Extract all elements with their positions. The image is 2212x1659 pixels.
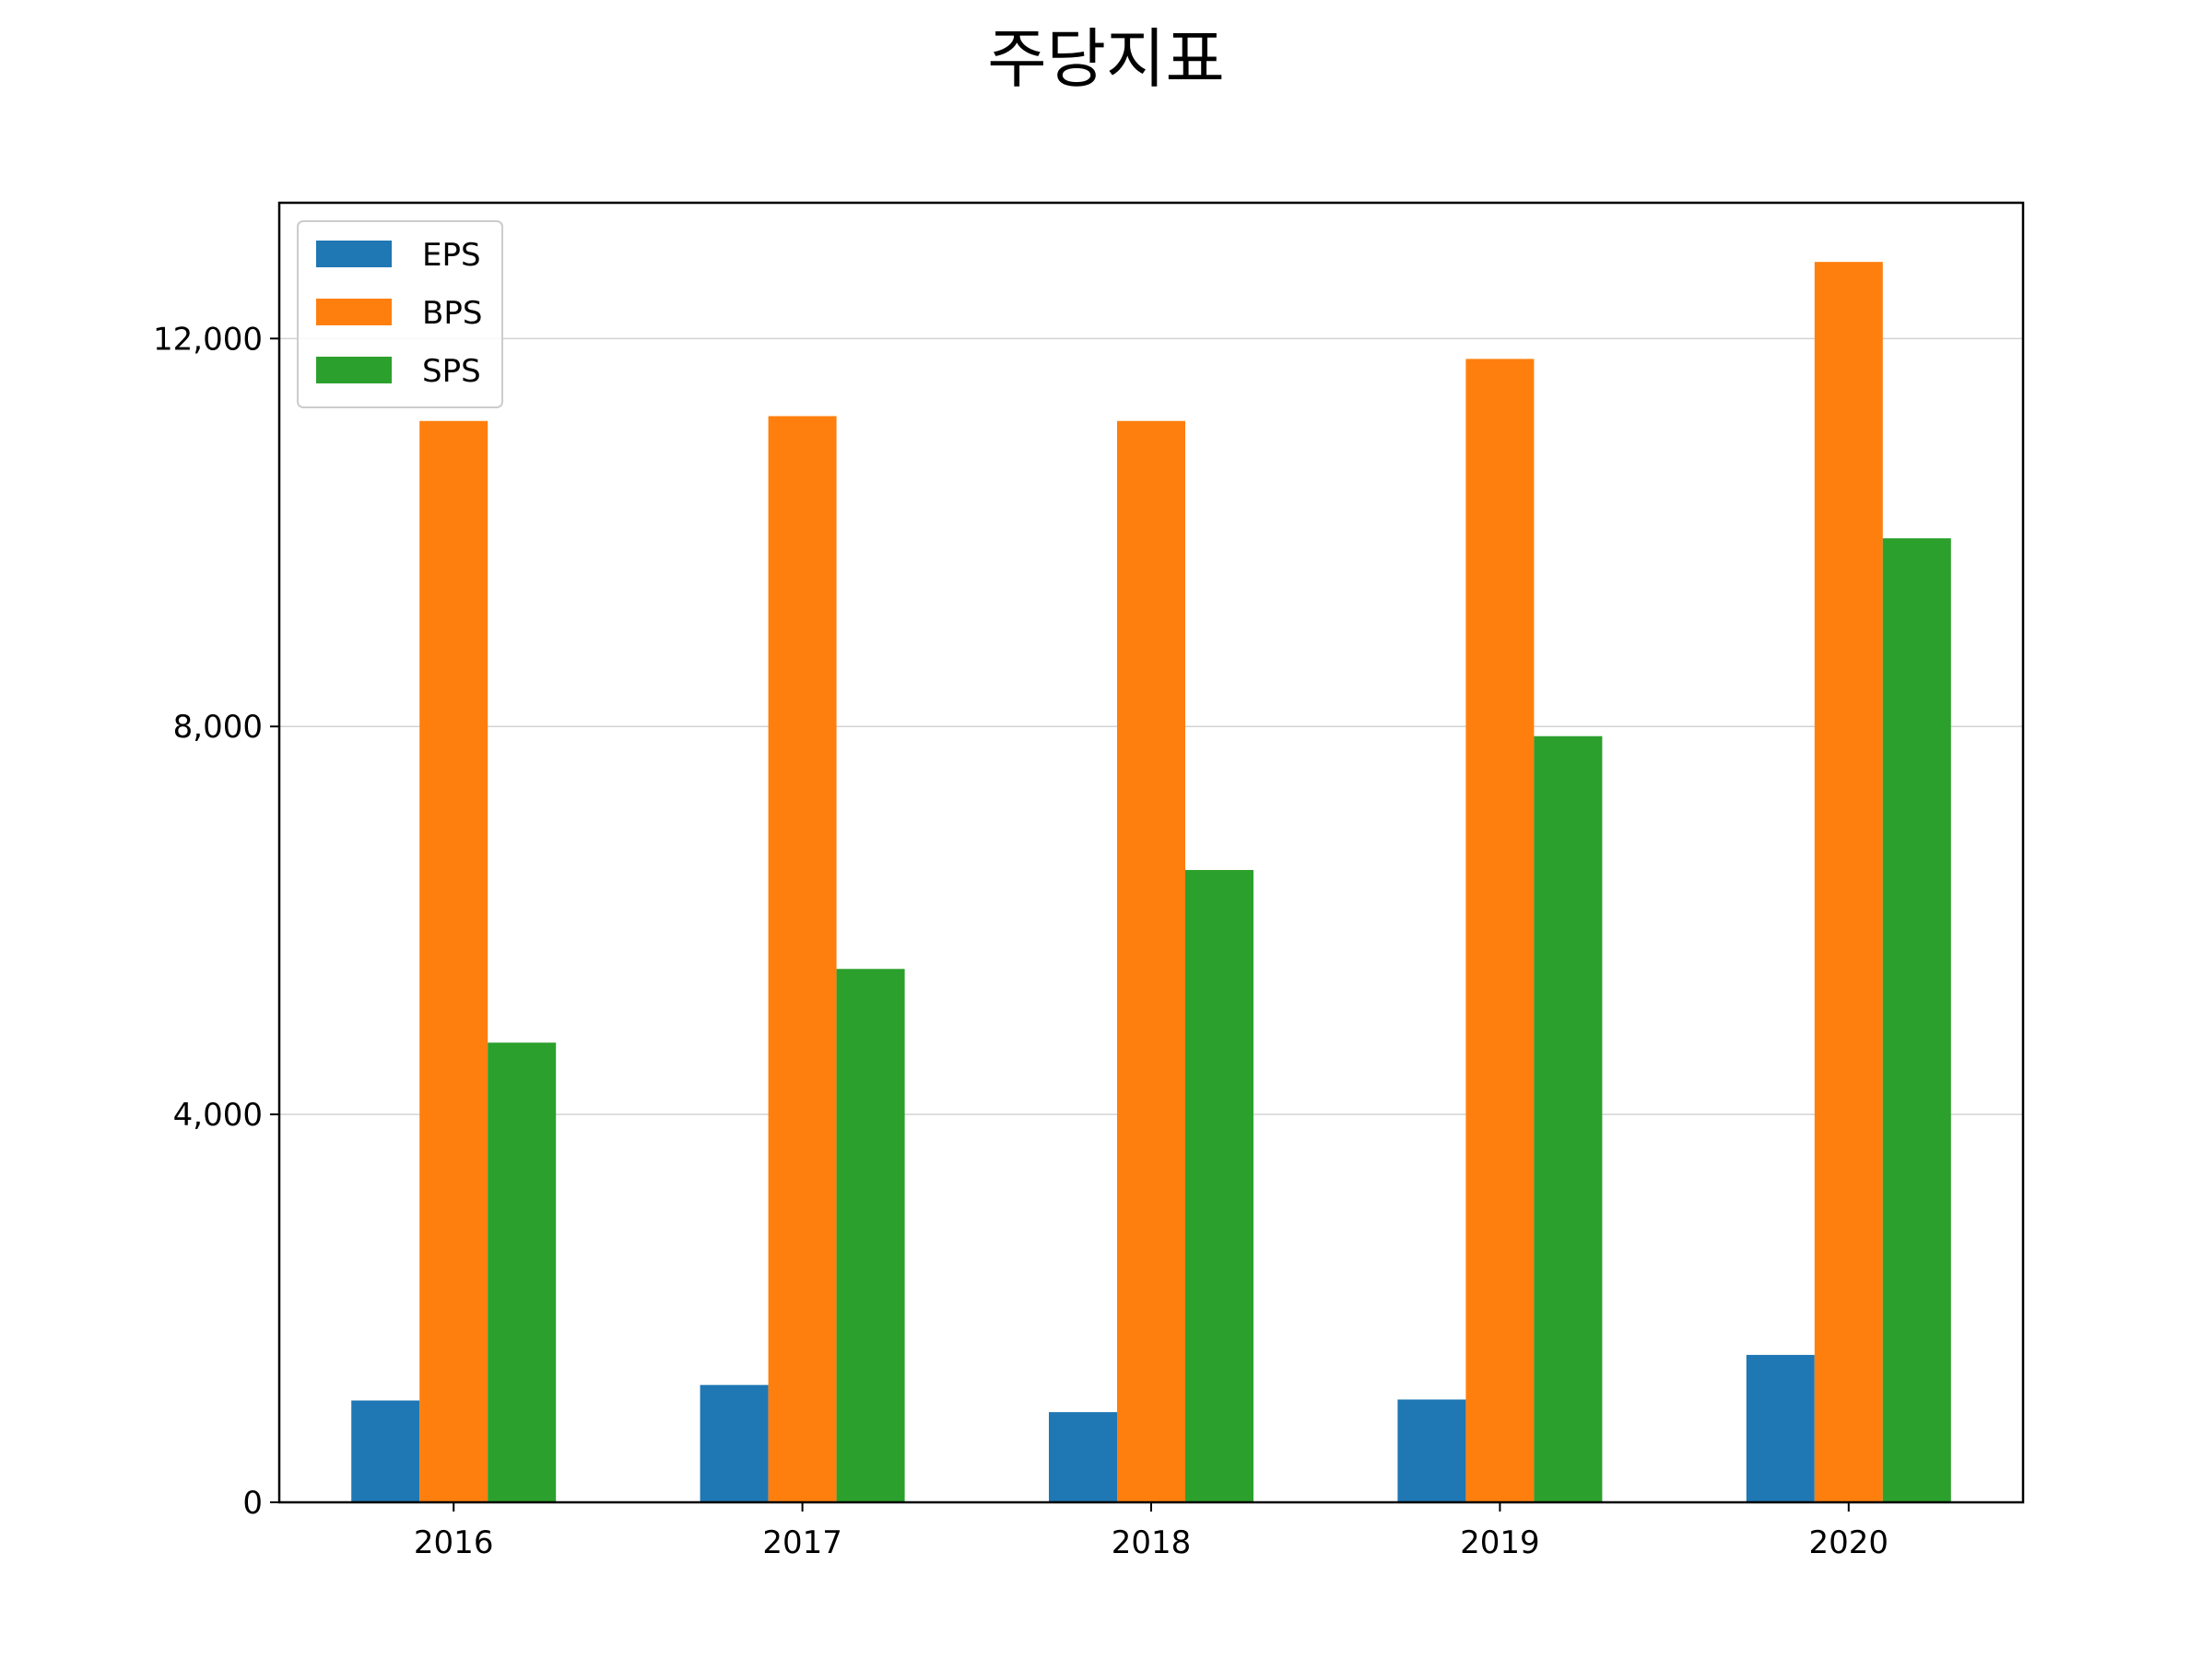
bar-bps-2017 [768, 416, 837, 1502]
legend-swatch-sps [316, 357, 392, 383]
legend-label-eps: EPS [422, 237, 481, 274]
legend-label-sps: SPS [422, 353, 481, 390]
y-axis: 0 4,000 8,000 12,000 [153, 321, 279, 1522]
bars [351, 262, 1951, 1503]
bar-bps-2016 [419, 420, 488, 1503]
x-tick-label: 2016 [414, 1524, 494, 1561]
bar-sps-2020 [1882, 538, 1951, 1502]
bar-eps-2016 [351, 1400, 420, 1502]
x-tick-label: 2020 [1809, 1524, 1889, 1561]
x-tick-label: 2019 [1460, 1524, 1540, 1561]
bar-eps-2018 [1049, 1412, 1117, 1502]
bar-bps-2019 [1465, 359, 1535, 1503]
x-tick-label: 2017 [762, 1524, 842, 1561]
bar-bps-2020 [1814, 262, 1883, 1503]
legend: EPS BPS SPS [297, 220, 503, 408]
y-tick-label: 12,000 [153, 321, 263, 358]
bar-sps-2016 [488, 1042, 557, 1502]
y-tick-label: 4,000 [173, 1097, 263, 1134]
y-tick-label: 8,000 [173, 709, 263, 746]
x-axis: 2016 2017 2018 2019 2020 [414, 1502, 1888, 1561]
legend-label-bps: BPS [422, 295, 482, 332]
bar-sps-2019 [1534, 735, 1603, 1502]
bar-eps-2020 [1746, 1355, 1815, 1502]
bar-bps-2018 [1117, 420, 1185, 1503]
bar-sps-2017 [836, 969, 905, 1502]
bar-sps-2018 [1185, 869, 1253, 1502]
legend-swatch-eps [316, 241, 392, 267]
chart-title: 주당지표 [987, 21, 1225, 97]
bar-eps-2019 [1397, 1399, 1466, 1502]
bar-eps-2017 [700, 1384, 769, 1502]
y-tick-label: 0 [242, 1485, 263, 1522]
x-tick-label: 2018 [1112, 1524, 1192, 1561]
legend-swatch-bps [316, 299, 392, 325]
